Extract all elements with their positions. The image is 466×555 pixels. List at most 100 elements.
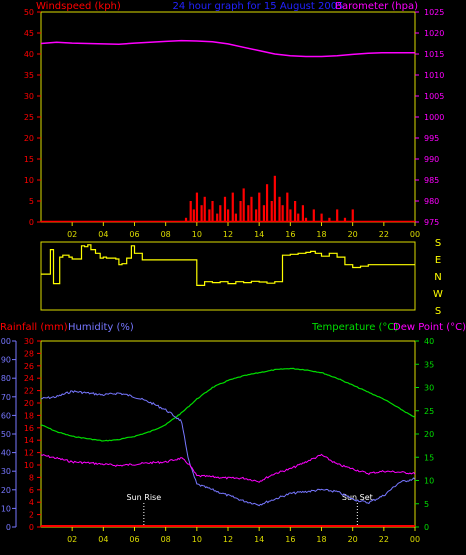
compass-label: E bbox=[435, 255, 441, 266]
sunset-annotation: Sun Set bbox=[342, 493, 373, 502]
temperature-y-tick-label: 40 bbox=[424, 337, 434, 346]
humidity-y-tick-label: 40 bbox=[1, 449, 11, 458]
wind-bar bbox=[192, 209, 195, 222]
wind-bar bbox=[351, 209, 354, 222]
wind-bar bbox=[239, 201, 242, 222]
time-x-tick-label: 04 bbox=[98, 535, 108, 544]
humidity-y-tick-label: 90 bbox=[1, 356, 11, 365]
time-x-tick-label: 02 bbox=[67, 230, 77, 239]
wind-bar bbox=[255, 209, 258, 222]
barometer-y-tick-label: 975 bbox=[424, 218, 439, 227]
time-x-tick-label: 08 bbox=[161, 535, 171, 544]
wind-y-tick-label: 0 bbox=[29, 218, 34, 227]
time-x-tick-label: 12 bbox=[223, 535, 233, 544]
barometer-y-tick-label: 985 bbox=[424, 176, 439, 185]
barometer-y-tick-label: 995 bbox=[424, 134, 439, 143]
rainfall-y-tick-label: 22 bbox=[24, 387, 34, 396]
time-x-tick-label: 00 bbox=[410, 535, 420, 544]
time-x-tick-label: 22 bbox=[379, 230, 389, 239]
wind-bar bbox=[258, 192, 261, 222]
temperature-y-tick-label: 30 bbox=[424, 384, 434, 393]
rainfall-y-tick-label: 0 bbox=[29, 523, 34, 532]
temperature-line bbox=[40, 367, 416, 442]
wind-y-tick-label: 5 bbox=[29, 197, 34, 206]
humidity-axis-title: Humidity (%) bbox=[68, 322, 134, 333]
barometer-axis-title: Barometer (hpa) bbox=[335, 1, 418, 12]
humidity-y-tick-label: 80 bbox=[1, 374, 11, 383]
compass-label: N bbox=[434, 272, 441, 283]
time-x-tick-label: 20 bbox=[348, 535, 358, 544]
humidity-y-tick-label: 100 bbox=[0, 337, 11, 346]
barometer-y-tick-label: 980 bbox=[424, 197, 439, 206]
humidity-y-tick-label: 20 bbox=[1, 486, 11, 495]
wind-bar bbox=[242, 188, 245, 222]
chart-marks: 0510152025303540455097598098599099510001… bbox=[0, 8, 444, 544]
temperature-y-tick-label: 10 bbox=[424, 477, 434, 486]
rainfall-axis-title: Rainfall (mm) bbox=[0, 322, 68, 333]
wind-bar bbox=[203, 196, 206, 222]
time-x-tick-label: 12 bbox=[223, 230, 233, 239]
barometer-y-tick-label: 1015 bbox=[424, 50, 444, 59]
barometer-y-tick-label: 1020 bbox=[424, 29, 444, 38]
rainfall-y-tick-label: 8 bbox=[29, 473, 34, 482]
barometer-y-tick-label: 1025 bbox=[424, 8, 444, 17]
rainfall-y-tick-label: 6 bbox=[29, 486, 34, 495]
wind-bar bbox=[281, 205, 284, 222]
time-x-tick-label: 00 bbox=[410, 230, 420, 239]
barometer-y-tick-label: 1000 bbox=[424, 113, 444, 122]
wind-bar bbox=[184, 217, 188, 222]
rainfall-y-tick-label: 30 bbox=[24, 337, 34, 346]
wind-y-tick-label: 10 bbox=[24, 176, 34, 185]
time-x-tick-label: 06 bbox=[129, 230, 139, 239]
wind-direction-frame bbox=[40, 241, 416, 311]
wind-bar bbox=[294, 201, 297, 222]
wind-bar bbox=[211, 201, 214, 222]
windspeed-axis-title: Windspeed (kph) bbox=[36, 1, 121, 12]
temperature-y-tick-label: 35 bbox=[424, 360, 434, 369]
rainfall-y-tick-label: 28 bbox=[24, 349, 34, 358]
wind-bar bbox=[219, 205, 222, 222]
wind-bar bbox=[270, 201, 273, 222]
wind-bar bbox=[189, 201, 192, 222]
rainfall-y-tick-label: 18 bbox=[24, 411, 34, 420]
wind-bar bbox=[297, 213, 300, 222]
time-x-tick-label: 04 bbox=[98, 230, 108, 239]
wind-bar bbox=[278, 196, 281, 222]
wind-y-tick-label: 50 bbox=[24, 8, 34, 17]
time-x-tick-label: 08 bbox=[161, 230, 171, 239]
wind-bar bbox=[336, 209, 339, 222]
wind-bar bbox=[265, 184, 269, 222]
humidity-y-tick-label: 70 bbox=[1, 393, 11, 402]
temperature-y-tick-label: 20 bbox=[424, 430, 434, 439]
wind-bar bbox=[289, 209, 292, 222]
wind-bar bbox=[200, 205, 203, 222]
wind-bar bbox=[234, 213, 237, 222]
wind-y-tick-label: 30 bbox=[24, 92, 34, 101]
wind-bar bbox=[273, 175, 276, 222]
barometer-line bbox=[40, 39, 415, 58]
wind-bar bbox=[343, 217, 347, 222]
time-x-tick-label: 22 bbox=[379, 535, 389, 544]
temperature-y-tick-label: 15 bbox=[424, 453, 434, 462]
time-x-tick-label: 10 bbox=[192, 230, 202, 239]
graph-title: 24 hour graph for 15 August 2005 bbox=[173, 1, 344, 12]
time-x-tick-label: 06 bbox=[129, 535, 139, 544]
time-x-tick-label: 10 bbox=[192, 535, 202, 544]
humidity-y-tick-label: 50 bbox=[1, 430, 11, 439]
dewpoint-axis-title: Dew Point (°C) bbox=[393, 322, 466, 333]
humidity-y-tick-label: 60 bbox=[1, 411, 11, 420]
wind-bar bbox=[227, 209, 230, 222]
temperature-y-tick-label: 0 bbox=[424, 523, 429, 532]
wind-bar bbox=[328, 217, 331, 222]
wind-bar bbox=[250, 196, 253, 222]
rainfall-y-tick-label: 10 bbox=[24, 461, 34, 470]
time-x-tick-label: 18 bbox=[316, 230, 326, 239]
wind-y-tick-label: 15 bbox=[24, 155, 34, 164]
wind-bar bbox=[216, 213, 219, 222]
humidity-line bbox=[41, 390, 416, 507]
wind-bar bbox=[231, 192, 234, 222]
wind-y-tick-label: 35 bbox=[24, 71, 34, 80]
time-x-tick-label: 14 bbox=[254, 230, 264, 239]
wind-y-tick-label: 45 bbox=[24, 29, 34, 38]
